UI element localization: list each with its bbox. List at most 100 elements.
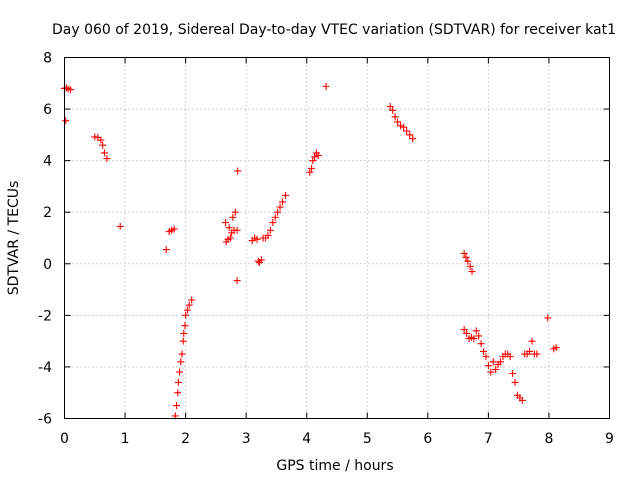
grid	[64, 57, 610, 419]
data-point	[162, 246, 170, 254]
data-point	[400, 123, 408, 131]
data-point	[62, 117, 70, 125]
data-point	[174, 389, 182, 397]
data-point	[234, 167, 242, 175]
data-point	[178, 350, 186, 358]
data-point	[460, 326, 468, 334]
data-point	[322, 82, 330, 90]
data-point	[484, 362, 492, 370]
data-point	[231, 208, 239, 216]
tick-labels: 0 1 2 3 4 5 6 7 8 9 -6 -4 -2 0 2 4 6 8	[38, 51, 614, 448]
data-point	[269, 219, 277, 227]
data-point	[406, 131, 414, 139]
data-point	[222, 219, 230, 227]
y-tick-label: 4	[43, 154, 52, 170]
data-point	[464, 257, 472, 265]
data-point	[116, 222, 124, 230]
data-point	[176, 368, 184, 376]
data-point	[99, 141, 107, 149]
data-point	[257, 256, 265, 264]
data-point	[67, 86, 75, 94]
data-point	[233, 277, 241, 285]
data-point	[497, 358, 504, 366]
y-axis-title: SDTVAR / TECUs	[6, 181, 22, 296]
data-point	[185, 301, 193, 309]
axis-ticks	[64, 57, 610, 419]
data-point	[472, 327, 480, 335]
data-point	[183, 306, 191, 314]
data-point	[225, 224, 233, 232]
data-point	[506, 353, 514, 361]
data-point	[97, 136, 105, 144]
x-tick-label: 4	[302, 431, 311, 447]
data-point	[544, 314, 552, 322]
data-point	[489, 358, 497, 366]
data-point	[282, 191, 290, 199]
data-point	[233, 226, 241, 234]
data-point	[266, 226, 274, 234]
y-tick-label: 8	[43, 51, 52, 67]
x-tick-label: 9	[605, 431, 614, 447]
data-point	[182, 311, 190, 319]
data-point	[391, 113, 399, 121]
y-tick-label: 6	[43, 102, 52, 118]
data-point	[188, 296, 196, 304]
x-tick-label: 7	[484, 431, 493, 447]
y-tick-label: 0	[43, 257, 52, 273]
data-point	[403, 127, 411, 135]
data-point	[229, 213, 237, 221]
data-point	[174, 378, 182, 386]
data-point	[181, 322, 189, 330]
data-point	[526, 347, 534, 355]
data-point	[477, 340, 485, 348]
data-point	[468, 268, 476, 276]
data-point	[173, 402, 181, 410]
data-point	[309, 157, 317, 165]
data-point	[394, 118, 402, 126]
data-point	[528, 337, 536, 345]
x-tick-label: 1	[121, 431, 130, 447]
data-point	[274, 208, 282, 216]
data-point	[466, 262, 474, 270]
data-point	[311, 153, 319, 161]
data-point	[492, 366, 500, 374]
y-tick-label: -2	[38, 308, 52, 324]
x-axis-title: GPS time / hours	[276, 458, 393, 474]
data-point	[279, 198, 286, 206]
data-point	[170, 225, 178, 233]
data-point	[103, 155, 111, 163]
x-tick-label: 2	[181, 431, 190, 447]
data-point	[271, 213, 279, 221]
data-point	[226, 234, 234, 242]
data-point	[511, 378, 519, 386]
x-tick-label: 3	[242, 431, 251, 447]
y-tick-label: 2	[43, 205, 52, 221]
data-point	[306, 168, 314, 176]
data-point	[177, 358, 185, 366]
data-point	[482, 353, 490, 361]
x-tick-label: 5	[363, 431, 372, 447]
data-point	[397, 122, 405, 130]
data-point	[264, 231, 272, 239]
data-point	[409, 135, 417, 143]
data-point	[460, 249, 468, 257]
data-point	[253, 235, 261, 243]
data-point	[487, 368, 495, 376]
data-point	[518, 396, 526, 404]
data-point	[314, 151, 322, 159]
data-series-kat1	[61, 82, 560, 420]
y-tick-label: -6	[38, 412, 52, 428]
plot-frame	[64, 57, 610, 419]
x-tick-label: 0	[60, 431, 69, 447]
x-tick-label: 6	[423, 431, 432, 447]
data-point	[509, 369, 517, 377]
data-point	[389, 106, 397, 114]
data-point	[386, 102, 394, 110]
data-point	[308, 164, 316, 172]
data-point	[62, 84, 70, 92]
data-point	[179, 337, 187, 345]
y-tick-label: -4	[38, 360, 52, 376]
data-point	[475, 332, 483, 340]
